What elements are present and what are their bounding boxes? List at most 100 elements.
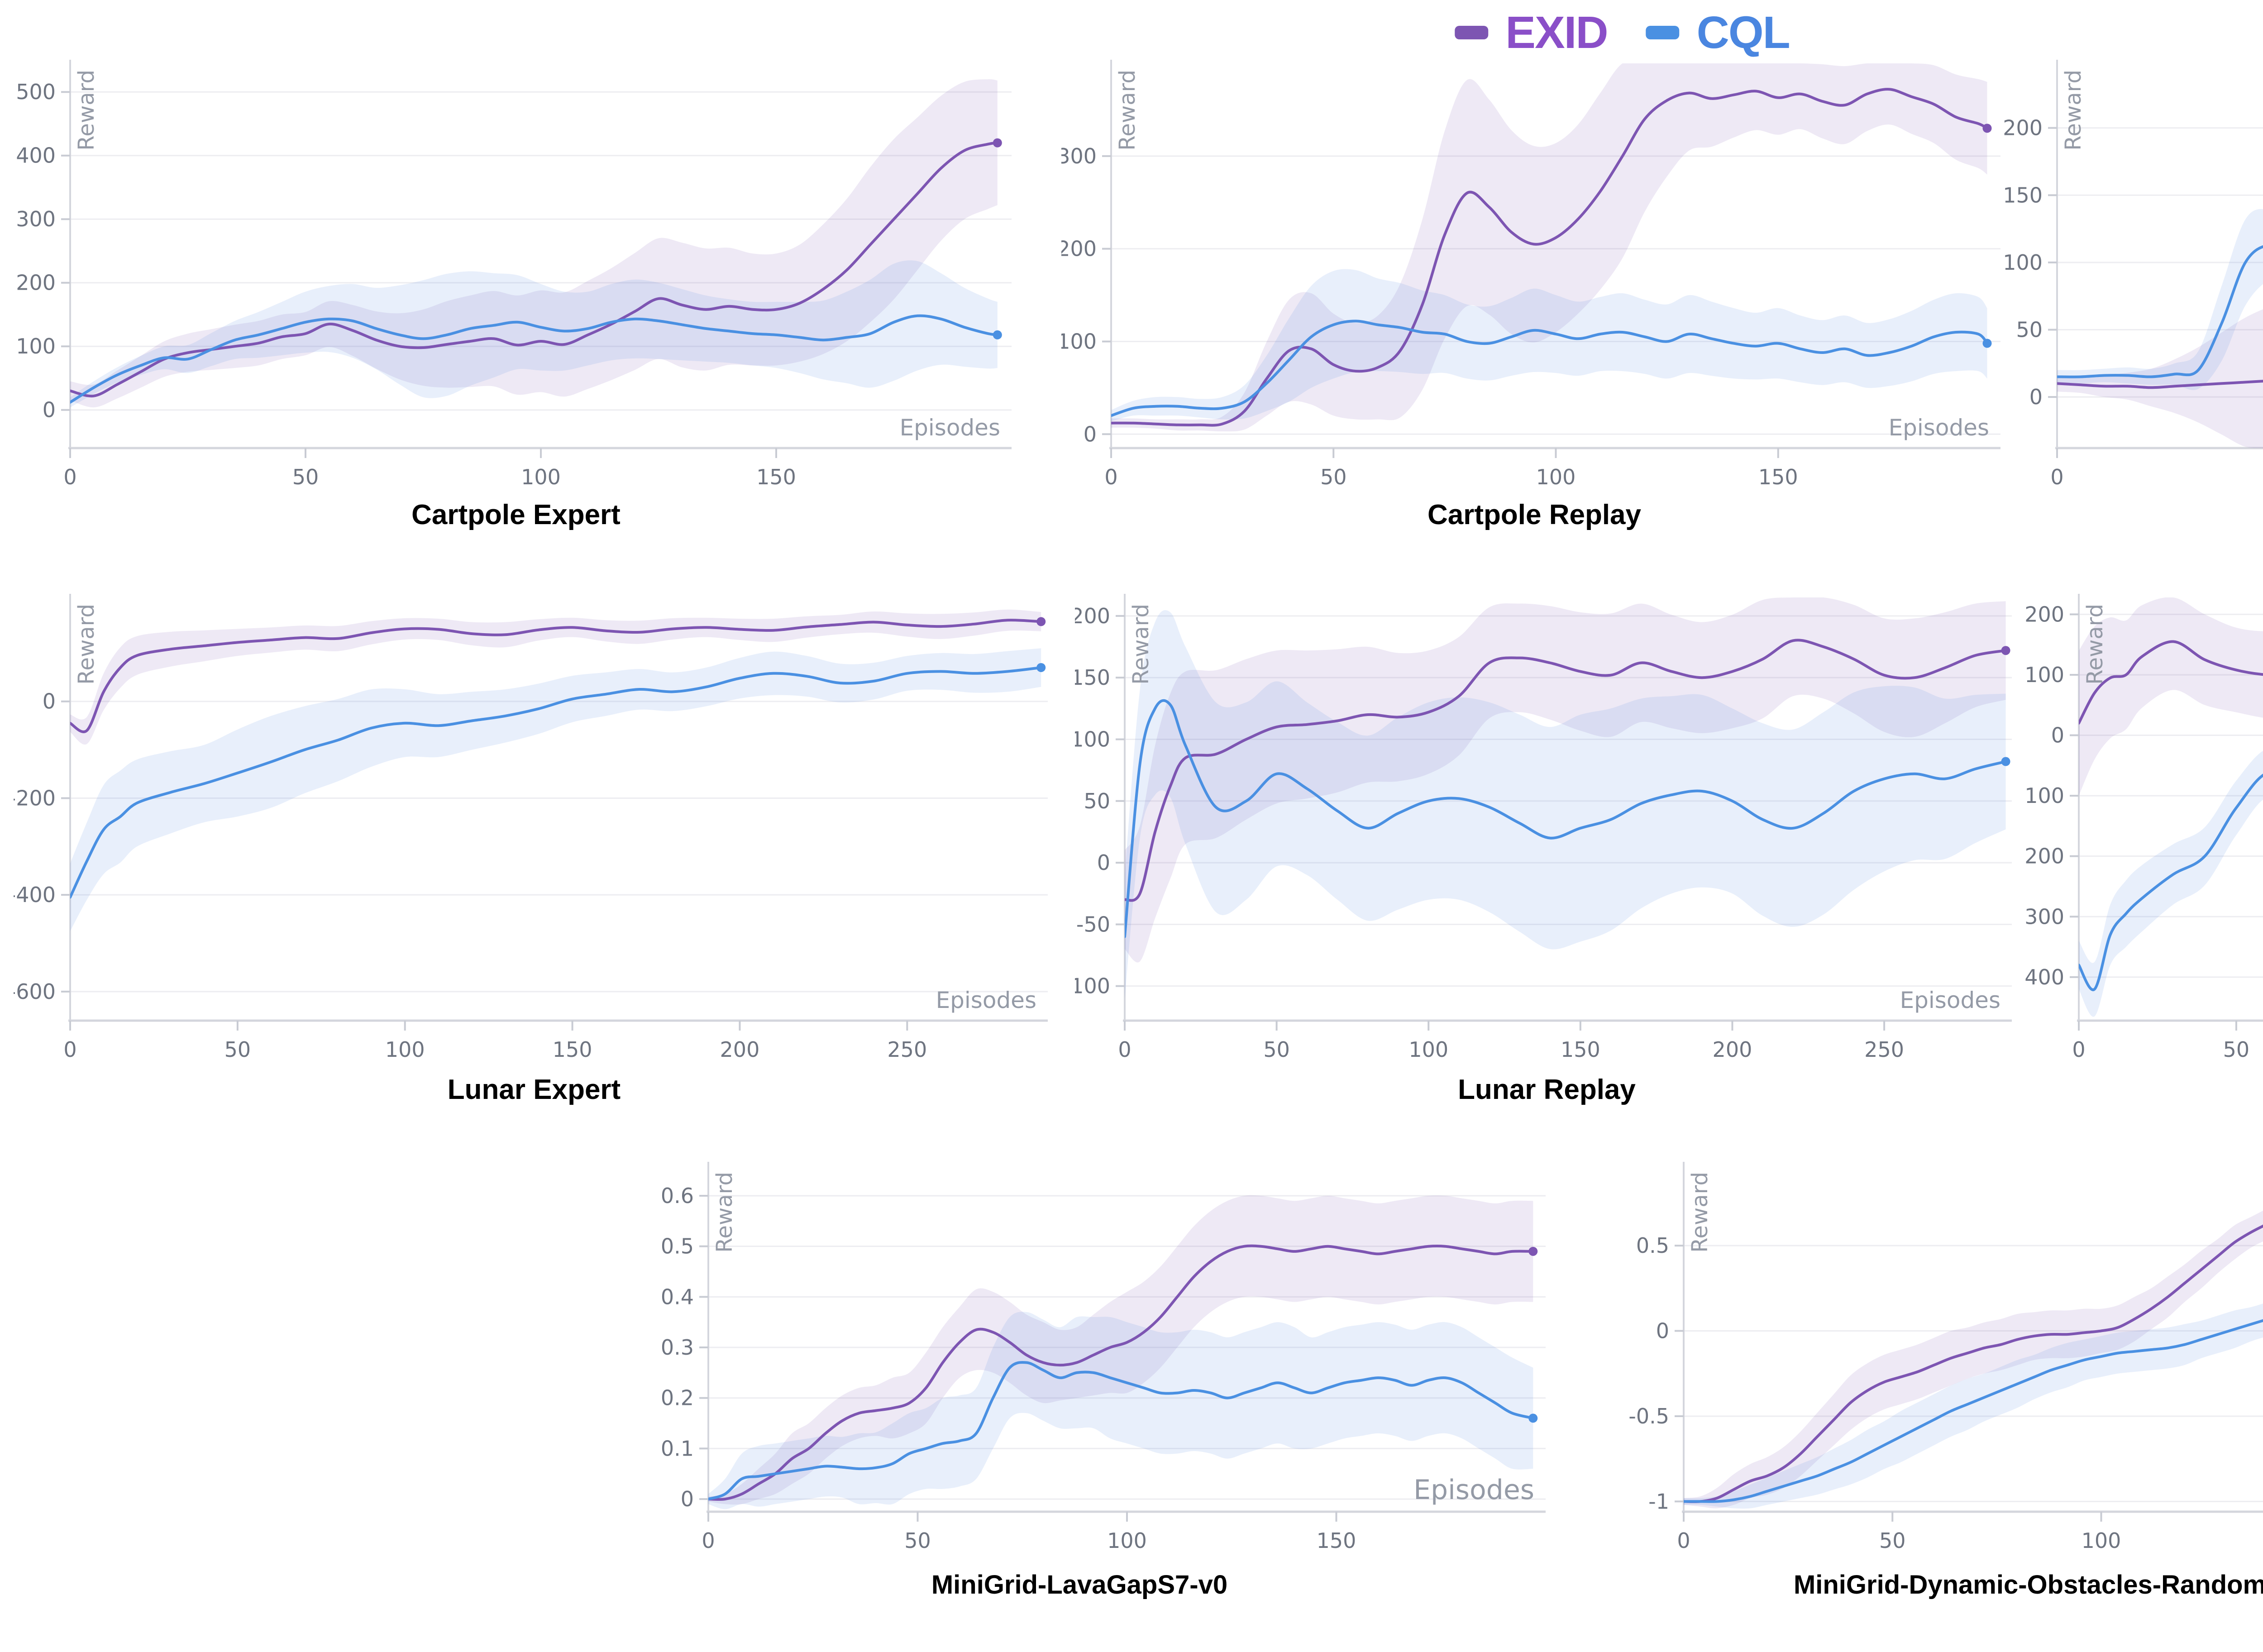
cql-band — [70, 648, 1041, 931]
cql-band — [2079, 751, 2263, 1017]
y-tick-label: -100 — [2025, 783, 2064, 808]
y-tick-label: 0 — [1656, 1319, 1669, 1343]
chart-title: Cartpole Replay — [1427, 499, 1642, 530]
chart-title: Cartpole Expert — [411, 499, 621, 530]
exid-band — [708, 1195, 1533, 1505]
cql-band — [1111, 269, 1987, 421]
x-tick-label: 0 — [1118, 1037, 1131, 1062]
y-tick-label: 150 — [2003, 183, 2043, 207]
x-tick-label: 0 — [63, 1037, 76, 1062]
exid-endpoint-dot — [1036, 617, 1046, 626]
y-tick-label: 100 — [2003, 250, 2043, 275]
y-tick-label: 0 — [43, 398, 56, 422]
x-axis-label: Episodes — [1889, 415, 1989, 441]
y-tick-label: 0.6 — [661, 1184, 694, 1208]
x-tick-label: 0 — [1677, 1528, 1690, 1553]
x-tick-label: 100 — [1408, 1037, 1448, 1062]
cql-line — [2057, 245, 2263, 378]
chart-title: Cartpole Noisy — [2003, 500, 2263, 530]
exid-band — [2079, 597, 2263, 796]
y-tick-label: 100 — [1075, 727, 1110, 751]
y-tick-label: 0 — [1097, 850, 1110, 875]
y-tick-label: 150 — [1075, 665, 1110, 690]
x-tick-label: 0 — [63, 465, 76, 489]
exid-line — [1125, 639, 2007, 902]
lunar-replay-chart: 200 150 100 50 0 -50 -100 0 50 100 150 200 250 Reward… — [1075, 594, 2012, 1062]
cql-line — [70, 314, 999, 404]
y-tick-label: 0.1 — [661, 1436, 694, 1461]
y-tick-label: 300 — [1061, 144, 1097, 168]
gridlines — [1125, 615, 2012, 987]
y-tick-label: 0 — [2029, 385, 2043, 409]
y-tick-label: 100 — [1061, 329, 1097, 353]
gridlines — [2057, 127, 2263, 398]
y-tick-label: 0 — [681, 1487, 694, 1511]
x-tick-label: 50 — [2223, 1037, 2250, 1062]
chart-title: Lunar Expert — [447, 1074, 621, 1105]
y-tick-label: 0 — [43, 689, 56, 714]
y-axis-label: Reward — [2061, 70, 2086, 151]
cql-band — [1684, 1303, 2263, 1509]
y-tick-label: 0.5 — [1636, 1233, 1669, 1258]
y-tick-label: -200 — [14, 786, 56, 810]
exid-band — [70, 79, 998, 408]
chart-panel-lunar-replay: 200 150 100 50 0 -50 -100 0 50 100 150 200 250 Reward… — [1075, 584, 2019, 1105]
exid-line-swatch-icon — [1455, 26, 1489, 39]
y-tick-label: -300 — [2025, 904, 2064, 929]
legend-label-exid: EXID — [1505, 7, 1608, 58]
chart-title: MiniGrid-LavaGapS7-v0 — [931, 1570, 1228, 1599]
chart-title: Lunar Replay — [1458, 1074, 1636, 1105]
y-tick-label: -100 — [1075, 974, 1110, 998]
cql-line-swatch-icon — [1646, 26, 1680, 39]
exid-endpoint-dot — [1528, 1246, 1538, 1256]
y-tick-label: -0.5 — [1628, 1404, 1669, 1428]
x-tick-label: 50 — [1320, 465, 1347, 489]
cql-endpoint-dot — [1982, 339, 1992, 348]
y-tick-label: 0 — [1084, 422, 1097, 446]
exid-endpoint-dot — [2001, 646, 2010, 655]
cql-line — [2079, 773, 2263, 991]
exid-endpoint-dot — [1982, 124, 1992, 133]
x-tick-label: 0 — [1104, 465, 1117, 489]
lunar-expert-chart: 0 -200 -400 -600 0 50 100 150 200 250 Reward Episod… — [14, 594, 1048, 1062]
gridlines — [708, 1195, 1546, 1500]
x-tick-label: 150 — [1561, 1037, 1600, 1062]
exid-endpoint-dot — [993, 138, 1002, 148]
exid-line — [1111, 88, 1989, 427]
y-axis-label: Reward — [1128, 604, 1154, 685]
axes: 0 0.1 0.2 0.3 0.4 0.5 0.6 0 50 100 150 — [661, 1162, 1546, 1553]
gridlines — [1111, 155, 2000, 435]
chart-panel-lunar-noisy: 2001000-100-200-300-400050100150200250Re… — [2025, 584, 2263, 1105]
y-tick-label: 200 — [2025, 602, 2064, 626]
exid-line — [70, 141, 999, 398]
chart-panel-lunar-expert: 0 -200 -400 -600 0 50 100 150 200 250 Reward Episod… — [14, 584, 1055, 1105]
x-tick-label: 0 — [702, 1528, 715, 1553]
x-tick-label: 50 — [1263, 1037, 1290, 1062]
axes: 0.50-0.5-1050100150 — [1628, 1162, 2263, 1553]
x-tick-label: 50 — [224, 1037, 251, 1062]
x-tick-label: 0 — [2072, 1037, 2085, 1062]
chart-panel-cartpole-noisy: 050100150200050100150RewardEpisodes Cart… — [2003, 32, 2263, 530]
minigrid-dynamic-obstacles-chart: 0.50-0.5-1050100150RewardEpisodes — [1628, 1162, 2263, 1553]
y-tick-label: 400 — [16, 143, 56, 168]
y-axis-label: Reward — [712, 1172, 737, 1253]
x-axis-label: Episodes — [1413, 1474, 1534, 1506]
x-tick-label: 50 — [904, 1528, 931, 1553]
cql-endpoint-dot — [1528, 1413, 1538, 1423]
x-tick-label: 150 — [1758, 465, 1798, 489]
y-tick-label: 0.5 — [661, 1234, 694, 1259]
y-tick-label: 100 — [2025, 663, 2064, 687]
y-tick-label: 0 — [2051, 723, 2064, 748]
exid-band — [1111, 63, 1987, 432]
y-tick-label: -1 — [1648, 1489, 1669, 1514]
cql-line — [1111, 320, 1989, 417]
axes: 0 100 200 300 400 500 0 50 100 150 — [16, 60, 1012, 489]
x-axis-label: Episodes — [900, 415, 1000, 441]
x-tick-label: 200 — [720, 1037, 760, 1062]
y-tick-label: -400 — [14, 883, 56, 907]
cartpole-expert-chart: 0 100 200 300 400 500 0 50 100 150 Reward Episodes — [16, 60, 1012, 489]
chart-title: MiniGrid-Dynamic-Obstacles-Random-6x6-v0 — [1793, 1570, 2263, 1599]
y-tick-label: 100 — [16, 334, 56, 358]
